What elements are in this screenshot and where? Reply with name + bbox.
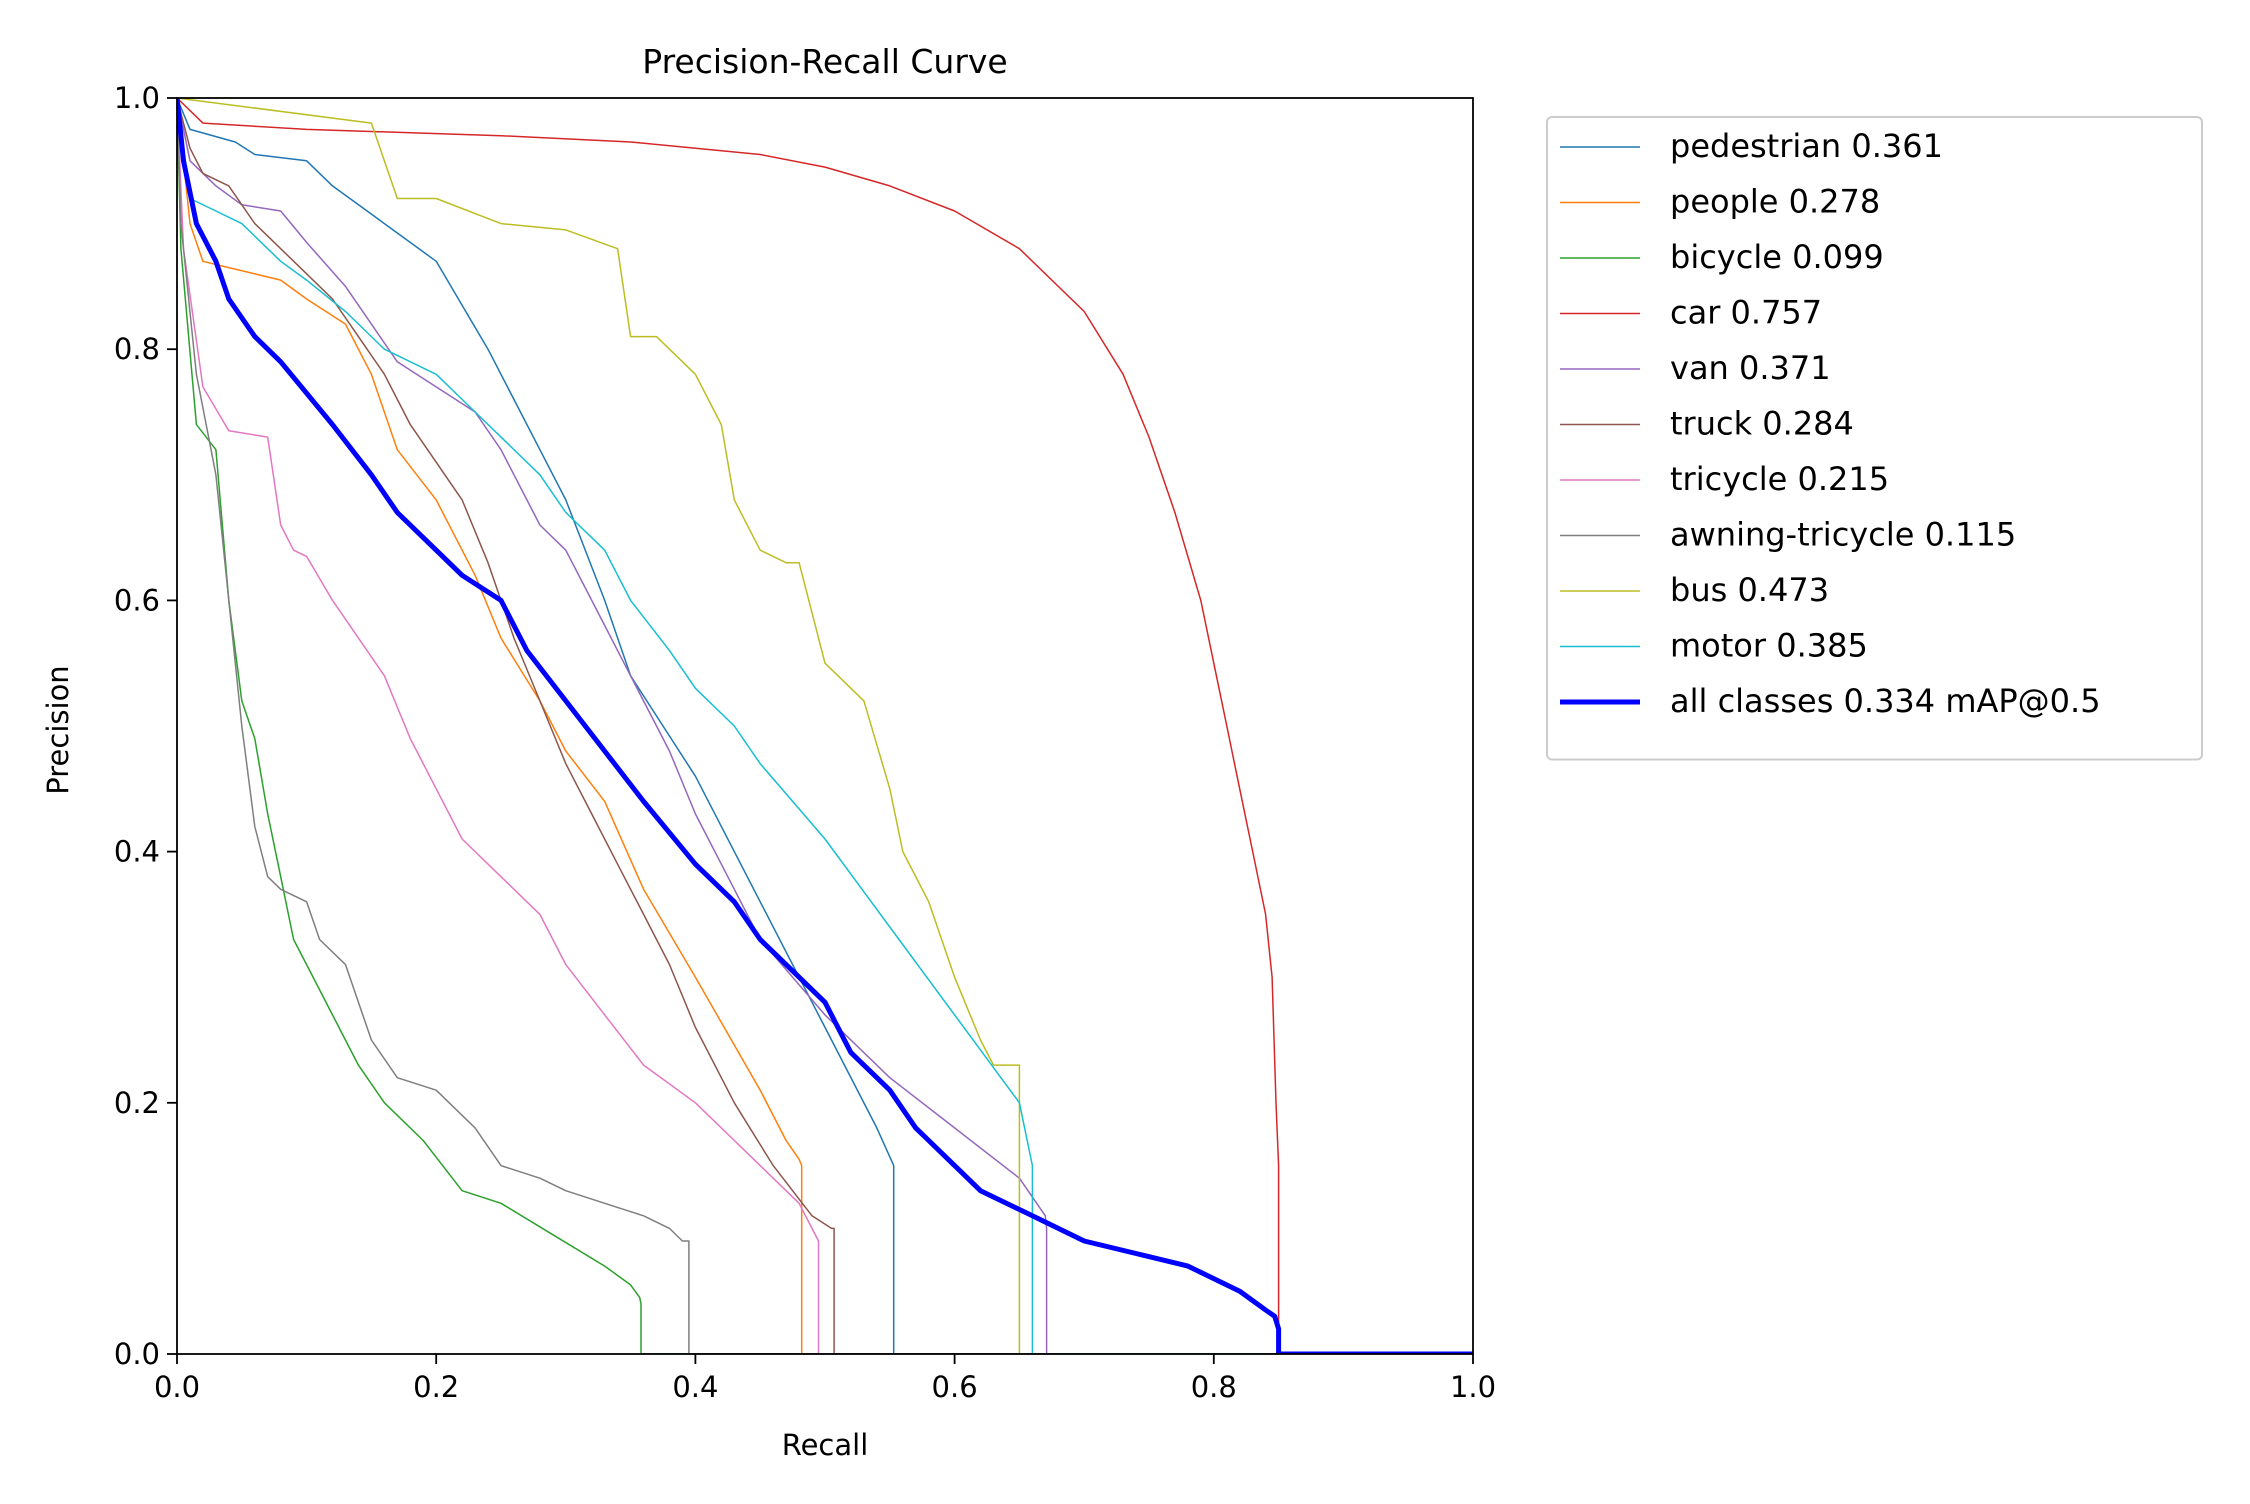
y-tick-label: 1.0	[114, 81, 160, 115]
y-tick-label: 0.4	[114, 835, 160, 869]
y-tick-label: 0.2	[114, 1086, 160, 1120]
series-line-7	[177, 98, 1473, 1354]
legend-label: tricycle 0.215	[1670, 460, 1889, 498]
legend-label: awning-tricycle 0.115	[1670, 516, 2016, 554]
axis-ticks: 0.0 0.2 0.4 0.6 0.8 1.0 0.0 0.2 0.4 0.6 0.8 1.0	[114, 81, 1496, 1404]
legend-label: bus 0.473	[1670, 571, 1829, 609]
chart-title: Precision-Recall Curve	[642, 42, 1007, 81]
series-line-0	[177, 98, 1473, 1354]
x-tick-label: 0.8	[1191, 1370, 1237, 1404]
x-tick-label: 0.6	[932, 1370, 978, 1404]
y-tick-label: 0.8	[114, 332, 160, 366]
legend-label: pedestrian 0.361	[1670, 127, 1943, 165]
x-tick-label: 0.4	[672, 1370, 718, 1404]
legend-label: all classes 0.334 mAP@0.5	[1670, 682, 2101, 720]
series-line-10	[177, 98, 1473, 1354]
series-layer	[177, 98, 1473, 1354]
series-line-8	[177, 98, 1473, 1354]
legend-label: van 0.371	[1670, 349, 1831, 387]
legend-label: people 0.278	[1670, 183, 1880, 221]
series-line-4	[177, 98, 1473, 1354]
legend: pedestrian 0.361 people 0.278 bicycle 0.09…	[1546, 116, 2203, 761]
series-line-3	[177, 98, 1473, 1354]
legend-label: car 0.757	[1670, 294, 1822, 332]
y-tick-label: 0.0	[114, 1337, 160, 1371]
y-tick-label: 0.6	[114, 583, 160, 617]
x-tick-label: 0.0	[154, 1370, 200, 1404]
x-axis-label: Recall	[782, 1428, 869, 1462]
legend-label: motor 0.385	[1670, 627, 1868, 665]
plot-frame	[176, 97, 1474, 1355]
series-line-1	[177, 98, 1473, 1354]
legend-box	[1546, 116, 2203, 761]
series-line-9	[177, 98, 1473, 1354]
x-tick-label: 0.2	[413, 1370, 459, 1404]
x-tick-label: 1.0	[1450, 1370, 1496, 1404]
y-axis-label: Precision	[41, 665, 75, 794]
series-line-5	[177, 98, 1473, 1354]
legend-label: truck 0.284	[1670, 405, 1854, 443]
series-line-6	[177, 98, 1473, 1354]
legend-label: bicycle 0.099	[1670, 238, 1884, 276]
